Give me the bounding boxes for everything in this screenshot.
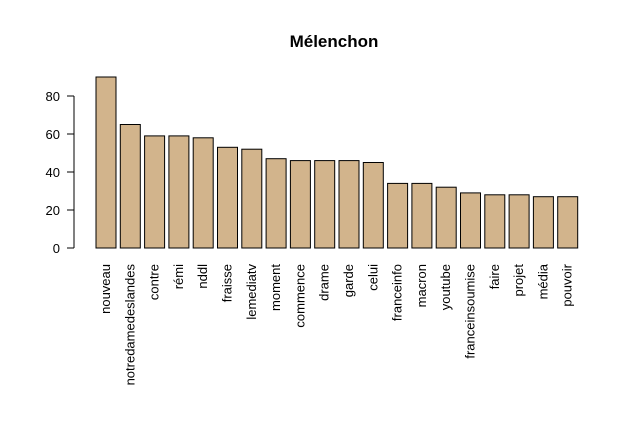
y-tick-label: 0 (53, 241, 60, 256)
bar-pouvoir (557, 196, 579, 249)
bar-contre (144, 135, 166, 249)
x-category-label: celui (365, 264, 380, 291)
x-category-label: lemediatv (244, 264, 259, 320)
x-axis-labels: nouveau notredamedeslandes contre rémi nddl f… (98, 263, 575, 385)
x-category-label: pouvoir (560, 263, 575, 306)
x-category-label: franceinsoumise (463, 264, 478, 359)
x-category-label: franceinfo (390, 264, 405, 321)
x-category-label: moment (268, 264, 283, 311)
x-category-label: fraisse (220, 264, 235, 302)
x-category-label: notredamedeslandes (122, 264, 137, 386)
x-category-label: nouveau (98, 264, 113, 314)
bar-moment (265, 158, 287, 249)
x-category-label: macron (414, 264, 429, 307)
y-axis: 0 20 40 60 80 (46, 89, 75, 256)
bar-franceinsoumise (460, 192, 481, 249)
bar-média (532, 196, 554, 249)
bar-drame (314, 160, 336, 249)
bar-commence (289, 160, 311, 249)
x-category-label: youtube (438, 264, 453, 310)
y-tick-label: 60 (46, 127, 60, 142)
bar-celui (362, 162, 384, 249)
x-category-label: nddl (195, 264, 210, 289)
x-category-label: projet (511, 264, 526, 297)
bar-youtube (435, 186, 457, 249)
bar-franceinfo (387, 182, 409, 249)
bar-macron (411, 182, 433, 249)
x-category-label: média (535, 263, 550, 299)
bars-group (95, 76, 579, 249)
x-category-label: faire (487, 264, 502, 289)
chart-title: Mélenchon (290, 32, 379, 51)
x-category-label: garde (341, 264, 356, 297)
bar-garde (338, 160, 360, 249)
x-category-label: commence (292, 264, 307, 328)
x-category-label: rémi (171, 264, 186, 289)
bar-fraisse (217, 146, 238, 249)
bar-projet (508, 194, 530, 249)
x-category-label: drame (317, 264, 332, 301)
bar-nouveau (95, 76, 117, 249)
y-tick-label: 20 (46, 203, 60, 218)
y-tick-label: 80 (46, 89, 60, 104)
bar-faire (484, 194, 506, 249)
bar-rémi (168, 135, 190, 249)
bar-lemediatv (241, 148, 263, 249)
y-tick-label: 40 (46, 165, 60, 180)
x-category-label: contre (147, 264, 162, 300)
bar-notredamedeslandes (119, 124, 141, 249)
bar-nddl (192, 137, 214, 249)
